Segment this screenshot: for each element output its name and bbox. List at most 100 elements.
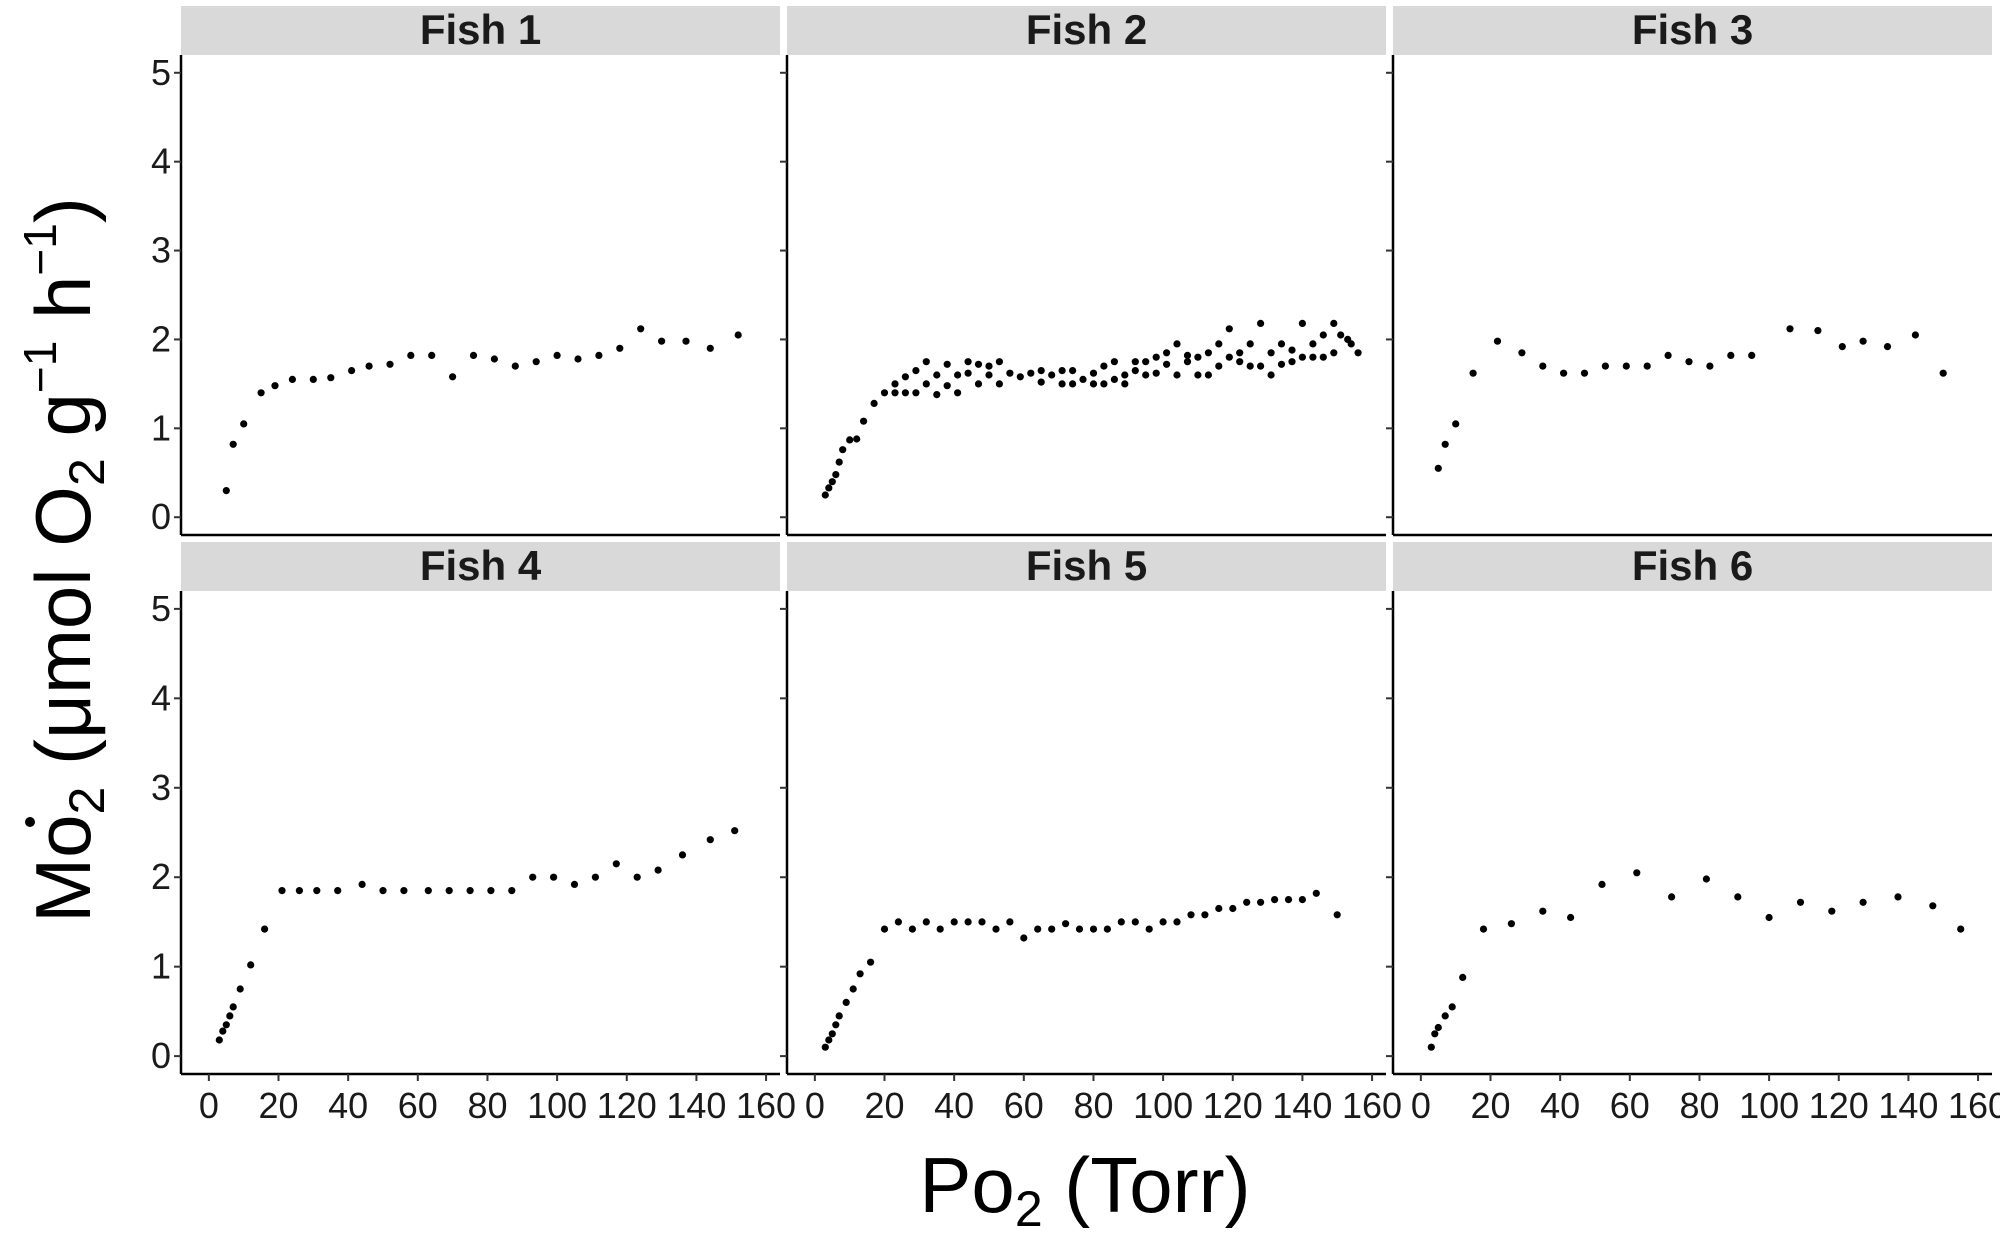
- data-point: [995, 358, 1004, 366]
- data-point: [891, 380, 899, 388]
- data-point: [1204, 349, 1212, 357]
- data-point: [1131, 358, 1139, 366]
- data-point: [1187, 911, 1195, 919]
- data-point: [591, 873, 600, 881]
- data-point: [1006, 918, 1014, 926]
- data-point: [1100, 380, 1108, 388]
- data-point: [1089, 369, 1098, 377]
- data-point: [1069, 367, 1077, 375]
- panel-4: Fish 4 0 1 2 3 4 5 0 20 40 60 80 100 120 140 160: [151, 542, 796, 1126]
- data-point: [428, 351, 436, 359]
- panel-strip-label: Fish 5: [1026, 542, 1147, 589]
- data-point: [1354, 349, 1362, 357]
- panel-5: Fish 5 0 20 40 60 80 100 120 140 160: [780, 542, 1402, 1126]
- data-point: [612, 860, 620, 868]
- y-tick-label: 1: [151, 407, 171, 448]
- data-point: [1580, 369, 1589, 377]
- x-axis-title-sub: 2: [1015, 1181, 1043, 1237]
- y-tick-label: 4: [151, 677, 171, 718]
- y-axis-title-close: ): [19, 197, 107, 223]
- data-point: [985, 371, 993, 379]
- panel-strip-label: Fish 2: [1026, 6, 1147, 53]
- data-point: [1814, 327, 1822, 335]
- data-point: [954, 371, 962, 379]
- data-point: [215, 1036, 223, 1044]
- data-point: [1288, 346, 1296, 354]
- data-point: [1117, 918, 1125, 926]
- data-point: [936, 925, 944, 933]
- x-tick-label: 140: [1878, 1085, 1938, 1126]
- data-point: [226, 1012, 234, 1020]
- data-point: [1110, 375, 1118, 383]
- data-point: [550, 873, 558, 881]
- data-point: [821, 491, 829, 499]
- data-point: [1706, 362, 1714, 370]
- data-point: [1312, 889, 1320, 897]
- data-point: [1539, 362, 1547, 370]
- panel-6: Fish 6 0 20 40 60 80 100 120 140 160: [1386, 542, 2000, 1126]
- data-point: [1459, 973, 1467, 982]
- data-point: [891, 389, 899, 397]
- data-point: [1957, 925, 1965, 933]
- data-point: [1685, 358, 1693, 366]
- data-point: [1145, 925, 1153, 933]
- x-tick-label: 140: [666, 1085, 726, 1126]
- data-point: [964, 358, 972, 366]
- x-tick-label: 100: [527, 1085, 587, 1126]
- data-point: [1748, 351, 1756, 359]
- data-point: [247, 961, 255, 969]
- data-point: [846, 436, 854, 444]
- y-tick-label: 5: [151, 52, 171, 93]
- y-axis-title-sub2: 2: [59, 458, 115, 486]
- panel-strip: [787, 6, 1386, 55]
- data-point: [1560, 369, 1568, 377]
- data-point: [288, 375, 296, 383]
- data-point: [379, 887, 387, 895]
- data-point: [978, 918, 986, 926]
- data-point: [1079, 375, 1087, 383]
- data-point: [466, 887, 474, 895]
- y-axis-title-h: h: [19, 276, 107, 341]
- panel-1: Fish 1 0 1 2 3 4 5: [151, 6, 780, 537]
- data-point: [731, 827, 739, 835]
- x-tick-label: 120: [597, 1085, 657, 1126]
- data-point: [1298, 353, 1306, 361]
- data-point: [1006, 369, 1014, 377]
- data-point: [1016, 373, 1024, 381]
- x-tick-label: 60: [1004, 1085, 1044, 1126]
- x-tick-label: 160: [736, 1085, 796, 1126]
- data-point: [511, 362, 519, 370]
- data-point: [1441, 440, 1449, 448]
- data-point: [1194, 353, 1202, 361]
- data-point: [508, 887, 516, 895]
- data-point: [1142, 358, 1150, 366]
- data-point: [1319, 353, 1327, 361]
- data-point: [1330, 319, 1338, 327]
- panel-strip: [1393, 542, 1992, 591]
- data-point: [1448, 1003, 1456, 1011]
- data-point: [828, 478, 836, 486]
- panel-strip: [787, 542, 1386, 591]
- data-point: [1702, 875, 1710, 883]
- y-axis-title-open: (μmol O: [19, 486, 107, 787]
- panel-3: Fish 3: [1386, 6, 1992, 537]
- x-tick-label: 140: [1272, 1085, 1332, 1126]
- y-axis-title-sup1: −1: [14, 341, 66, 393]
- data-point: [853, 435, 861, 443]
- data-point: [1246, 340, 1254, 348]
- data-point: [1284, 896, 1293, 904]
- data-point: [964, 369, 972, 377]
- y-axis-title-dot: [25, 817, 35, 827]
- data-point: [1601, 362, 1609, 370]
- data-point: [1058, 367, 1066, 375]
- data-point: [1089, 380, 1098, 388]
- data-point: [1734, 893, 1742, 901]
- data-point: [1183, 351, 1192, 359]
- panel-strip: [181, 6, 780, 55]
- data-point: [529, 873, 537, 881]
- data-point: [1103, 925, 1111, 933]
- data-point: [1337, 331, 1345, 339]
- data-point: [1048, 925, 1056, 933]
- data-point: [595, 351, 603, 359]
